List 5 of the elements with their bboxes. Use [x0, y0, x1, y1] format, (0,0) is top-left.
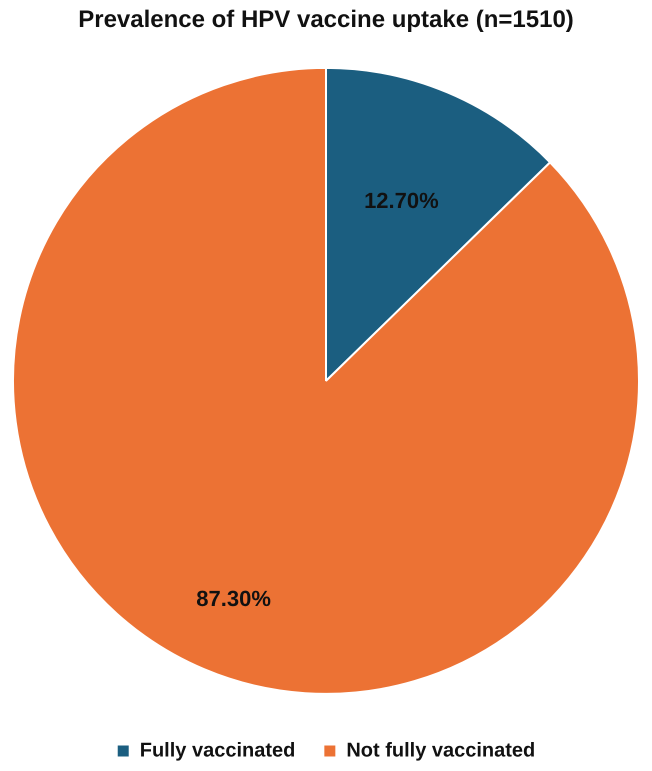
chart-title: Prevalence of HPV vaccine uptake (n=1510) — [78, 6, 574, 34]
data-label: 87.30% — [196, 586, 271, 612]
legend-label: Fully vaccinated — [140, 740, 296, 762]
data-label: 12.70% — [364, 188, 439, 214]
legend-label: Not fully vaccinated — [346, 740, 536, 762]
